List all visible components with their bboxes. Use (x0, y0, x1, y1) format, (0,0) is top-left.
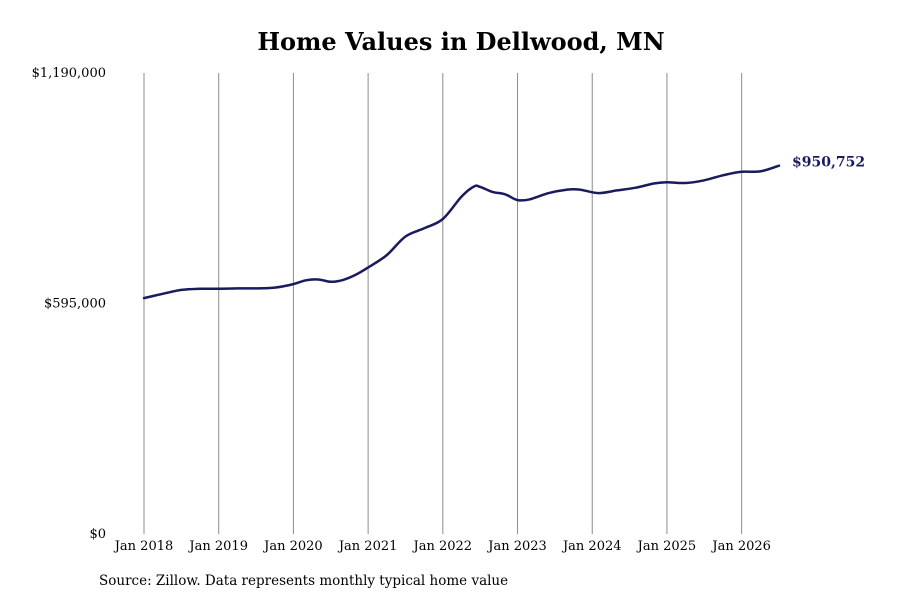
series-layer (142, 164, 781, 300)
end-label-layer: $950,752 (792, 155, 865, 171)
x-tick-label: Jan 2024 (561, 539, 622, 554)
x-tick-label: Jan 2022 (412, 539, 473, 554)
end-value-label: $950,752 (792, 155, 865, 171)
x-tick-label: Jan 2026 (710, 539, 771, 554)
x-tick-label: Jan 2025 (636, 539, 697, 554)
source-note: Source: Zillow. Data represents monthly … (99, 573, 509, 589)
x-tick-label: Jan 2018 (113, 539, 174, 554)
y-tick-label: $595,000 (44, 297, 106, 312)
x-tick-label: Jan 2021 (337, 539, 398, 554)
y-axis-ticks: $0 $595,000 $1,190,000 (32, 66, 106, 542)
y-tick-label: $0 (89, 527, 106, 542)
series-line (142, 164, 781, 300)
x-tick-label: Jan 2020 (262, 539, 323, 554)
x-tick-label: Jan 2023 (486, 539, 547, 554)
x-tick-label: Jan 2019 (187, 539, 248, 554)
chart-title: Home Values in Dellwood, MN (257, 27, 665, 56)
y-tick-label: $1,190,000 (32, 66, 106, 81)
x-axis-ticks: Jan 2018 Jan 2019 Jan 2020 Jan 2021 Jan 2022… (113, 539, 771, 554)
grid-lines (143, 73, 743, 534)
